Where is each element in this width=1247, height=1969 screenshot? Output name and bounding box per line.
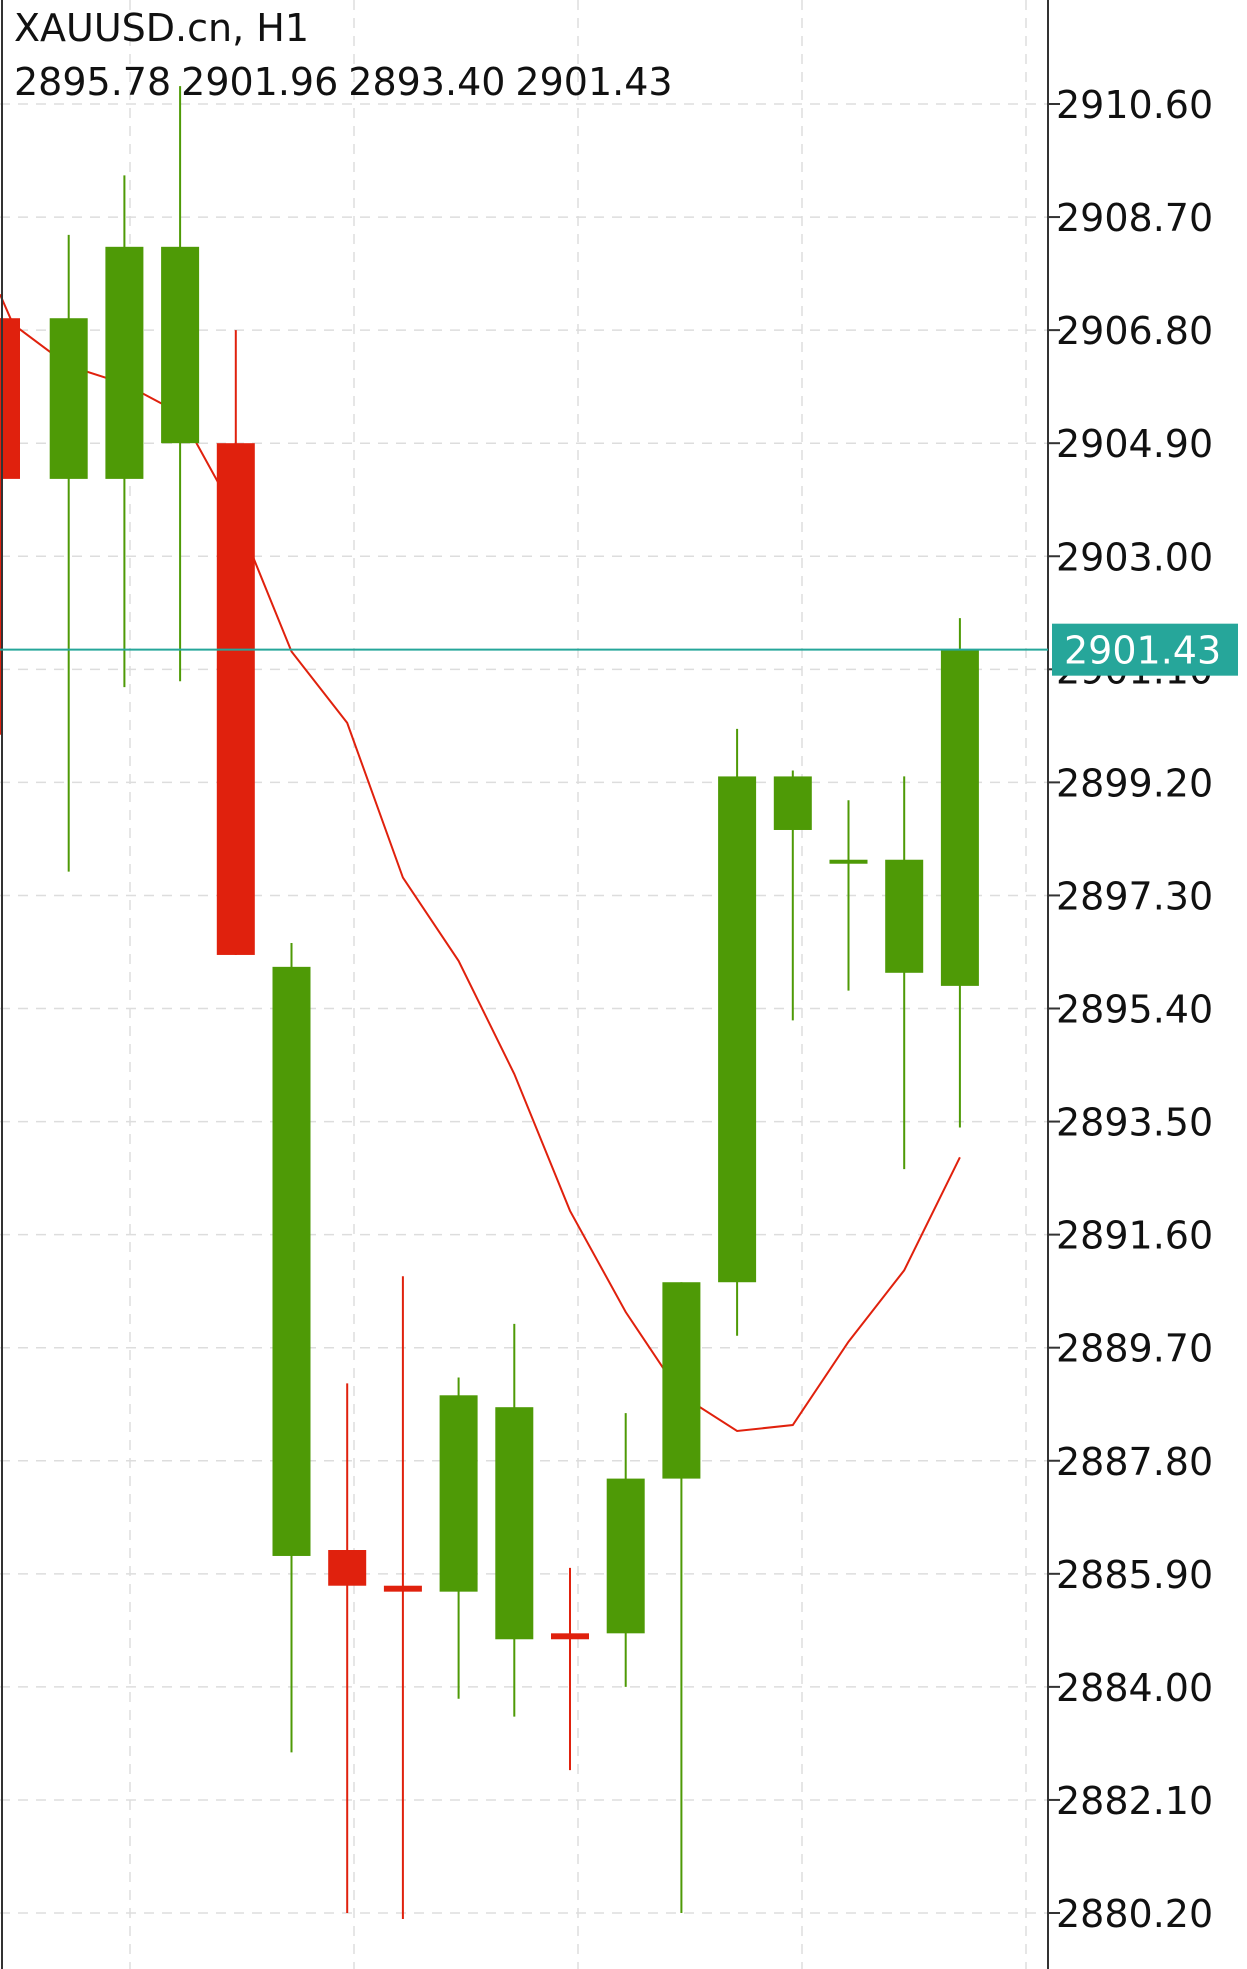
candle — [662, 1282, 701, 1913]
candle — [773, 770, 812, 1021]
candle-body — [551, 1633, 589, 1640]
candle-body — [49, 318, 88, 479]
ohlc-high: 2901.96 — [181, 60, 339, 104]
candle-body — [161, 246, 200, 444]
candles-layer — [0, 86, 979, 1919]
ohlc-close: 2901.43 — [515, 60, 673, 104]
candle — [105, 175, 144, 688]
candle — [606, 1413, 645, 1687]
candle-body — [718, 776, 757, 1283]
candle-body — [495, 1407, 534, 1640]
candle-body — [885, 859, 924, 973]
candle — [161, 86, 200, 682]
y-tick-label: 2885.90 — [1056, 1553, 1213, 1597]
candle — [328, 1383, 367, 1913]
symbol-timeframe-title: XAUUSD.cn, H1 — [14, 6, 310, 50]
y-tick-label: 2903.00 — [1056, 535, 1213, 579]
grid-lines — [0, 0, 1048, 1969]
candle-body — [606, 1478, 645, 1634]
ohlc-readout: 2895.78 2901.96 2893.40 2901.43 — [14, 60, 683, 104]
candle — [551, 1567, 589, 1771]
y-tick-label: 2904.90 — [1056, 422, 1213, 466]
current-price-tag — [1052, 623, 1238, 676]
y-tick-label: 2891.60 — [1056, 1214, 1213, 1258]
y-tick-label: 2895.40 — [1056, 988, 1213, 1032]
candle — [439, 1377, 478, 1699]
candle — [940, 618, 979, 1128]
y-tick-label: 2882.10 — [1056, 1779, 1213, 1823]
y-tick-label: 2899.20 — [1056, 761, 1213, 805]
y-tick-label: 2889.70 — [1056, 1327, 1213, 1371]
current-price-label: 2901.43 — [1064, 629, 1221, 673]
candle — [216, 330, 255, 955]
y-tick-label: 2906.80 — [1056, 309, 1213, 353]
y-tick-label: 2897.30 — [1056, 874, 1213, 918]
moving-average-layer — [0, 294, 961, 1433]
candle-body — [439, 1395, 478, 1592]
candle-body — [216, 443, 255, 955]
candle-body — [0, 318, 20, 479]
candle — [885, 776, 924, 1170]
candle-body — [940, 649, 979, 986]
candle — [829, 800, 868, 991]
candle — [49, 234, 88, 872]
candle-body — [662, 1282, 701, 1479]
candle-body — [773, 776, 812, 830]
ohlc-low: 2893.40 — [348, 60, 506, 104]
ohlc-open: 2895.78 — [14, 60, 172, 104]
current-price-layer: 2901.43 — [0, 623, 1238, 676]
moving-average-line — [0, 294, 961, 1433]
candle — [495, 1323, 534, 1717]
candle-body — [829, 859, 868, 864]
candle — [272, 943, 311, 1753]
candle-body — [105, 246, 144, 479]
price-axis: 2910.60 2908.70 2906.80 2904.90 2903.00 2901.… — [1, 0, 1213, 1969]
y-tick-label: 2880.20 — [1056, 1892, 1213, 1936]
candle-body — [328, 1550, 367, 1586]
candle-body — [383, 1585, 422, 1592]
candle — [718, 728, 757, 1336]
y-tick-label: 2908.70 — [1056, 196, 1213, 240]
candle-body — [272, 966, 311, 1556]
y-tick-label: 2884.00 — [1056, 1666, 1213, 1710]
y-tick-label: 2887.80 — [1056, 1440, 1213, 1484]
candle — [383, 1276, 422, 1919]
y-tick-label: 2893.50 — [1056, 1101, 1213, 1145]
y-tick-label: 2910.60 — [1056, 83, 1213, 127]
